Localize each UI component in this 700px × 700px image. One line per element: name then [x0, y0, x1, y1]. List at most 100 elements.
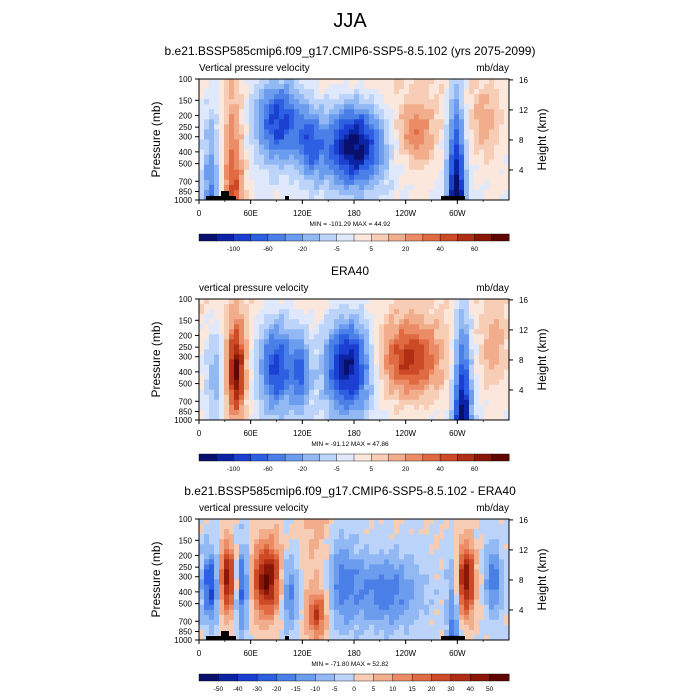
heatmap-cell — [359, 524, 365, 530]
heatmap-cell — [219, 349, 225, 355]
heatmap-cell — [374, 334, 380, 340]
heatmap-cell — [439, 359, 445, 365]
heatmap-cell — [269, 634, 275, 641]
heatmap-cell — [489, 549, 495, 555]
y-tick-label: 150 — [179, 536, 193, 545]
heatmap-cell — [214, 349, 220, 355]
heatmap-cell — [439, 524, 445, 530]
heatmap-cell — [224, 344, 230, 350]
heatmap-cell — [404, 329, 410, 335]
heatmap-cell — [239, 519, 245, 525]
heatmap-cell — [424, 369, 430, 376]
heatmap-cell — [244, 174, 250, 181]
heatmap-cell — [294, 554, 300, 560]
heatmap-cell — [384, 574, 390, 580]
heatmap-cell — [334, 584, 340, 590]
heatmap-cell — [454, 409, 460, 416]
heatmap-cell — [294, 369, 300, 376]
heatmap-cell — [339, 374, 345, 381]
y-tick-label: 250 — [179, 343, 193, 352]
heatmap-cell — [394, 124, 400, 130]
heatmap-cell — [429, 384, 435, 391]
heatmap-cell — [474, 589, 480, 596]
heatmap-cell — [459, 119, 465, 125]
heatmap-cell — [214, 569, 220, 575]
y-tick-label: 250 — [179, 123, 193, 132]
heatmap-cell — [229, 609, 235, 616]
heatmap-cell — [479, 124, 485, 130]
heatmap-cell — [494, 374, 500, 381]
heatmap-cell — [294, 629, 300, 636]
heatmap-cell — [204, 389, 210, 396]
heatmap-cell — [214, 89, 220, 95]
heatmap-cell — [444, 389, 450, 396]
heatmap-cell — [379, 574, 385, 580]
heatmap-cell — [444, 79, 450, 85]
heatmap-cell — [314, 89, 320, 95]
heatmap-cell — [269, 414, 275, 421]
heatmap-cell — [334, 309, 340, 315]
heatmap-cell — [474, 149, 480, 156]
heatmap-cell — [294, 319, 300, 325]
heatmap-cell — [429, 529, 435, 535]
heatmap-cell — [214, 359, 220, 365]
heatmap-cell — [434, 169, 440, 176]
heatmap-cell — [469, 184, 475, 191]
heatmap-cell — [224, 369, 230, 376]
heatmap-cell — [364, 339, 370, 345]
heatmap-cell — [229, 589, 235, 596]
heatmap-cell — [259, 614, 265, 621]
heatmap-cell — [459, 174, 465, 181]
heatmap-cell — [214, 174, 220, 181]
y-tick-label: 700 — [179, 617, 193, 626]
heatmap-cell — [459, 334, 465, 340]
heatmap-cell — [499, 534, 505, 540]
heatmap-cell — [239, 99, 245, 105]
heatmap-cell — [349, 554, 355, 560]
heatmap-cell — [254, 404, 260, 411]
heatmap-cell — [424, 194, 430, 201]
heatmap-cell — [444, 359, 450, 365]
heatmap-cell — [394, 564, 400, 570]
heatmap-cell — [209, 319, 215, 325]
heatmap-cell — [224, 84, 230, 90]
heatmap-cell — [404, 379, 410, 386]
heatmap-cell — [384, 89, 390, 95]
heatmap-cell — [239, 114, 245, 120]
heatmap-cell — [309, 299, 315, 305]
heatmap-cell — [409, 384, 415, 391]
heatmap-cell — [314, 334, 320, 340]
heatmap-cell — [219, 579, 225, 585]
heatmap-cell — [314, 109, 320, 115]
heatmap-cell — [279, 314, 285, 320]
heatmap-cell — [404, 174, 410, 181]
y-right-axis-label: Height (km) — [535, 548, 549, 610]
heatmap-cell — [299, 364, 305, 370]
heatmap-cell — [469, 99, 475, 105]
heatmap-cell — [349, 349, 355, 355]
heatmap-cell — [214, 599, 220, 606]
heatmap-cell — [269, 559, 275, 565]
y-tick-label: 500 — [179, 160, 193, 169]
heatmap-cell — [284, 559, 290, 565]
heatmap-cell — [294, 334, 300, 340]
heatmap-cell — [329, 299, 335, 305]
heatmap-cell — [254, 559, 260, 565]
heatmap-cell — [484, 619, 490, 626]
heatmap-cell — [314, 544, 320, 550]
heatmap-cell — [304, 84, 310, 90]
heatmap-cell — [274, 619, 280, 626]
heatmap-cell — [354, 354, 360, 360]
heatmap-cell — [429, 589, 435, 596]
heatmap-cell — [339, 404, 345, 411]
heatmap-cell — [474, 339, 480, 345]
heatmap-cell — [374, 629, 380, 636]
heatmap-cell — [439, 404, 445, 411]
heatmap-cell — [404, 404, 410, 411]
heatmap-cell — [439, 164, 445, 171]
heatmap-cell — [384, 404, 390, 411]
heatmap-cell — [399, 354, 405, 360]
heatmap-cell — [269, 624, 275, 631]
topography-mask — [285, 196, 289, 200]
heatmap-cell — [259, 129, 265, 135]
